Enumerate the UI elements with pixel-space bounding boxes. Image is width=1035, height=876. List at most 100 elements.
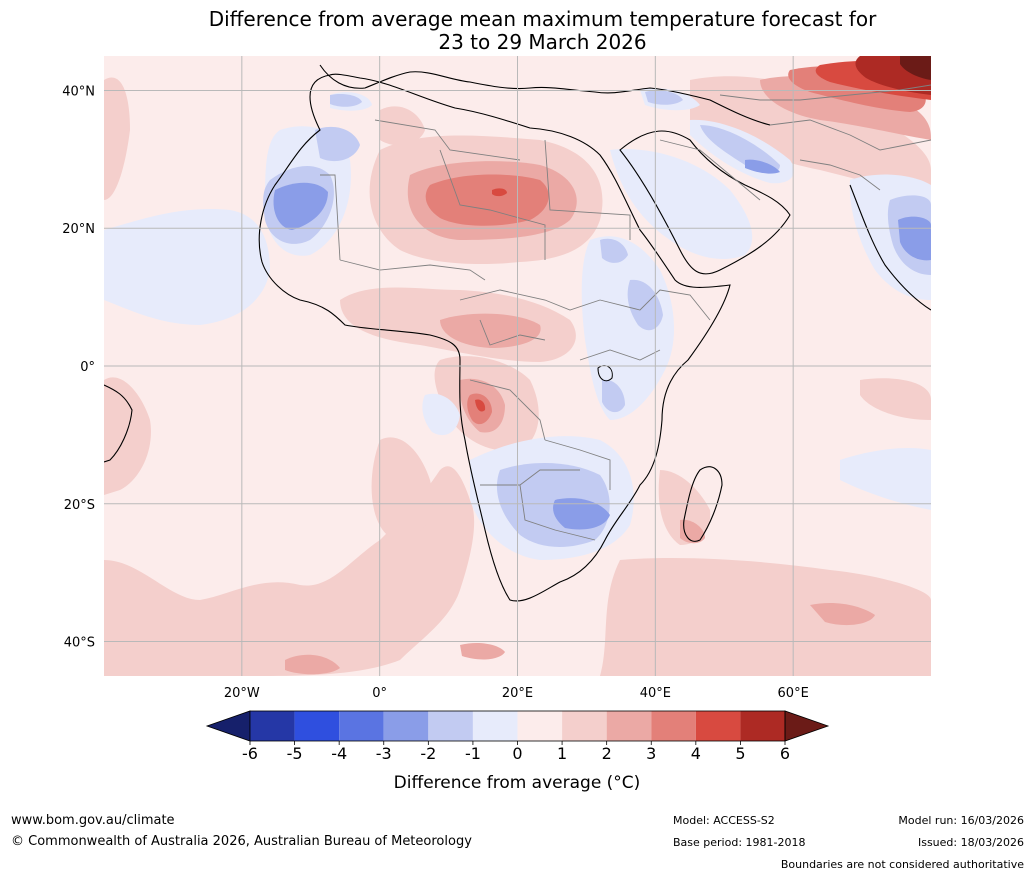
border-line	[519, 484, 596, 541]
footer-left: www.bom.gov.au/climate © Commonwealth of…	[11, 810, 472, 852]
longitude-label: 20°E	[502, 686, 533, 701]
colorbar-tick-label: -5	[287, 744, 303, 763]
border-line	[374, 119, 521, 161]
footer-issued: Issued: 18/03/2026	[917, 836, 1024, 849]
colorbar-tick-label: 2	[602, 744, 612, 763]
colorbar-tick-label: 6	[780, 744, 790, 763]
border-line	[339, 259, 486, 281]
anomaly-med-2	[330, 93, 362, 107]
border-line	[469, 379, 546, 441]
footer-model: Model: ACCESS-S2	[673, 814, 775, 827]
anomaly-indian-south-2c	[285, 654, 340, 675]
anomaly-anatolia-2	[645, 90, 683, 105]
anomaly-mauritania-3	[273, 182, 328, 230]
colorbar-swatch	[294, 711, 340, 741]
madagascar-coastline	[683, 466, 723, 542]
anomaly-west-canary	[104, 77, 130, 200]
border-line	[579, 349, 661, 361]
footer-disclaimer: Boundaries are not considered authoritat…	[780, 858, 1024, 871]
anomaly-angola-peak-4	[475, 399, 486, 412]
title-line-1: Difference from average mean maximum tem…	[208, 7, 877, 31]
latitude-label: 0°	[80, 360, 95, 375]
footer-model-info: Model: ACCESS-S2 Base period: 1981-2018	[673, 810, 805, 854]
anomaly-indian-south-2	[810, 603, 875, 626]
longitude-label: 0°	[372, 686, 387, 701]
africa-coastline	[258, 73, 731, 602]
colorbar	[205, 710, 830, 742]
colorbar-swatch	[695, 711, 741, 741]
anomaly-central-asia-6	[900, 56, 931, 80]
colorbar-swatch	[250, 711, 295, 741]
anomaly-plus6-regions	[900, 56, 931, 80]
anomaly-maghreb	[380, 106, 425, 146]
anomaly-southern-africa-3	[553, 498, 610, 530]
border-line	[659, 139, 761, 201]
anomaly-central-atlantic	[371, 437, 433, 540]
colorbar-tick-label: 0	[512, 744, 522, 763]
colorbar-extend-low	[205, 710, 251, 742]
colorbar-swatch	[383, 711, 429, 741]
border-line	[769, 119, 931, 151]
border-line	[719, 84, 931, 101]
anomaly-south-atlantic	[104, 466, 475, 676]
latitude-label: 40°N	[62, 84, 95, 99]
anomaly-persian-3	[745, 159, 780, 174]
colorbar-swatch	[606, 711, 652, 741]
anomaly-arabia-2	[600, 238, 628, 263]
footer-issue-info: Model run: 16/03/2026 Issued: 18/03/2026…	[781, 810, 1024, 876]
latitude-label: 20°N	[62, 222, 95, 237]
colorbar-swatch	[428, 711, 473, 741]
title-line-2: 23 to 29 March 2026	[438, 30, 647, 54]
footer-base-period: Base period: 1981-2018	[673, 836, 806, 849]
colorbar-tick-label: 1	[557, 744, 567, 763]
anomaly-madagascar-2	[680, 519, 705, 544]
anomaly-persian-2	[700, 125, 780, 173]
anomaly-east-africa	[581, 236, 675, 420]
anomaly-north-indian	[860, 378, 931, 420]
longitude-label: 40°E	[640, 686, 671, 701]
border-line	[480, 469, 580, 486]
colorbar-swatch	[562, 711, 607, 741]
longitude-label: 60°E	[778, 686, 809, 701]
colorbar-tick-label: 3	[646, 744, 656, 763]
graticule	[104, 56, 931, 676]
colorbar-title: Difference from average (°C)	[394, 773, 641, 793]
chart-title: Difference from average mean maximum tem…	[0, 8, 1035, 54]
anomaly-minus3-regions	[273, 159, 931, 530]
anomaly-morocco-2	[315, 126, 360, 162]
anomaly-east-indian	[840, 448, 931, 510]
border-line	[439, 149, 546, 260]
colorbar-tick-label: -6	[242, 744, 258, 763]
longitude-labels: 20°W 0° 20°E 40°E 60°E	[224, 686, 809, 701]
border-line	[320, 174, 341, 261]
anomaly-iran-2	[760, 76, 931, 140]
latitude-label: 20°S	[64, 498, 95, 513]
border-line	[544, 139, 631, 240]
border-line	[459, 289, 601, 311]
anomaly-west-atlantic	[104, 377, 151, 495]
country-borders	[320, 84, 931, 541]
colorbar-tick-label: 5	[735, 744, 745, 763]
anomaly-iran	[690, 76, 931, 200]
colorbar-tick-label: -1	[465, 744, 481, 763]
anomaly-sahara-peak-4	[492, 188, 507, 197]
anomaly-india-3	[898, 216, 931, 261]
border-line	[599, 289, 711, 321]
anomaly-tropical-atlantic	[104, 209, 270, 325]
footer-copyright: © Commonwealth of Australia 2026, Austra…	[11, 834, 472, 849]
colorbar-ticks: -6 -5 -4 -3 -2 -1 0 1 2 3 4 5 6	[242, 741, 790, 763]
colorbar-swatch	[740, 711, 785, 741]
india-coastline	[849, 184, 931, 311]
border-line	[799, 159, 881, 191]
anomaly-arabia	[610, 149, 753, 260]
footer-website[interactable]: www.bom.gov.au/climate	[11, 813, 175, 828]
anomaly-rift-2	[602, 379, 625, 413]
latitude-labels: 40°N 20°N 0° 20°S 40°S	[62, 84, 95, 650]
latitude-label: 40°S	[64, 636, 95, 651]
anomaly-sahara-core-3	[425, 174, 549, 226]
colorbar-swatch	[472, 711, 518, 741]
longitude-label: 20°W	[224, 686, 260, 701]
colorbar-tick-label: -2	[420, 744, 436, 763]
colorbar-swatch	[651, 711, 696, 741]
